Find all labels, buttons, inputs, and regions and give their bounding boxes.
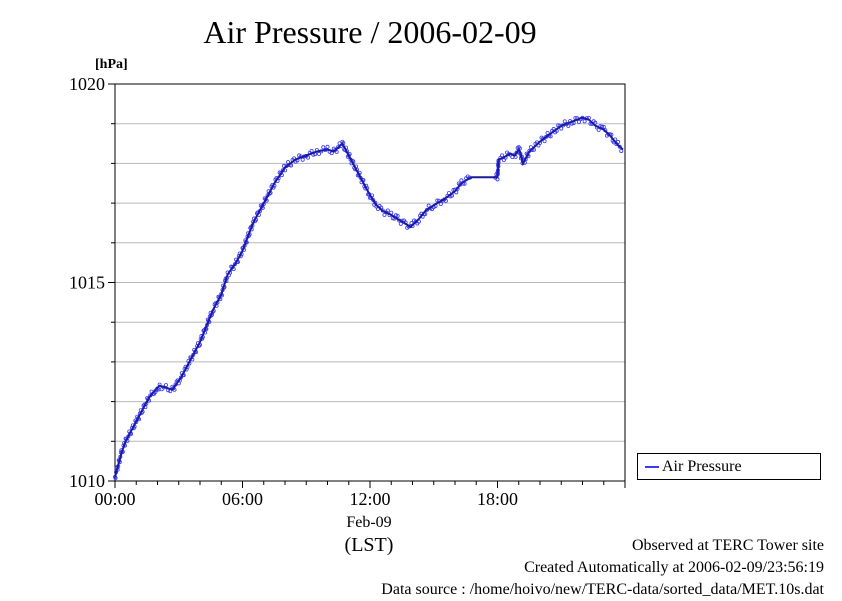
- chart-title: Air Pressure / 2006-02-09: [203, 14, 537, 50]
- x-tick-label: 18:00: [477, 489, 518, 509]
- series-point: [500, 153, 505, 158]
- source-note: Data source : /home/hoivo/new/TERC-data/…: [381, 581, 824, 598]
- series-point: [321, 145, 326, 150]
- observed-note: Observed at TERC Tower site: [631, 537, 824, 554]
- legend-swatch: [645, 466, 659, 468]
- x-tick-label: 00:00: [94, 489, 135, 509]
- y-tick-label: 1010: [69, 471, 105, 491]
- series-point: [163, 383, 168, 388]
- y-tick-label: 1020: [69, 74, 105, 94]
- series-point: [385, 208, 390, 213]
- series-point: [316, 151, 321, 156]
- footer-notes: Observed at TERC Tower site Created Auto…: [381, 535, 824, 601]
- y-axis-unit-label: [hPa]: [95, 57, 128, 72]
- axis-ticks: [108, 83, 626, 488]
- series-point: [459, 178, 464, 183]
- series-point: [559, 126, 564, 131]
- series-point: [300, 157, 305, 162]
- series-point: [582, 119, 587, 124]
- series-point: [542, 139, 547, 144]
- series-point: [395, 213, 400, 218]
- x-axis-date-label: Feb-09: [346, 514, 391, 531]
- tick-labels: 1010 1015 1020 00:00 06:00 12:00 18:00: [69, 74, 518, 509]
- series-point: [306, 155, 311, 160]
- series-point: [443, 198, 448, 203]
- series-point: [576, 119, 581, 124]
- series-line-air-pressure: [114, 116, 624, 478]
- y-tick-label: 1015: [69, 273, 105, 293]
- series-point: [566, 123, 571, 128]
- series-point: [438, 201, 443, 206]
- x-axis-title: (LST): [345, 534, 394, 556]
- legend-label: Air Pressure: [662, 458, 742, 475]
- series-point: [398, 221, 403, 226]
- series-point: [325, 144, 330, 149]
- created-note: Created Automatically at 2006-02-09/23:5…: [524, 559, 824, 576]
- series-point: [562, 119, 567, 124]
- x-tick-label: 12:00: [349, 489, 390, 509]
- series-points: [113, 115, 624, 481]
- series-point: [601, 124, 606, 129]
- x-tick-label: 06:00: [222, 489, 263, 509]
- legend: Air Pressure: [637, 453, 821, 480]
- grid-lines: [115, 123, 625, 442]
